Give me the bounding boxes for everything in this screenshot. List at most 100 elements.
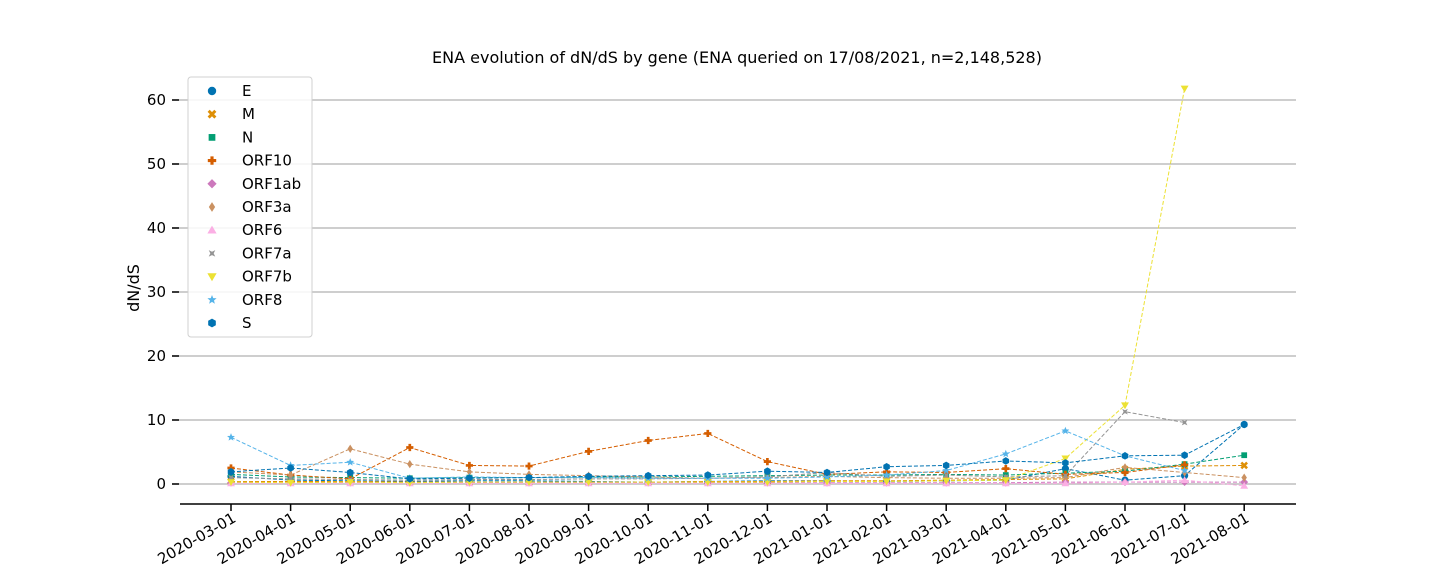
data-point-s: [764, 467, 771, 475]
series: [227, 85, 1249, 489]
axes: 01020304050602020-03-012020-04-012020-05…: [147, 91, 1296, 568]
data-point-orf7b: [405, 479, 414, 487]
data-point-s: [823, 468, 831, 477]
data-point-orf8: [763, 474, 772, 482]
data-point-orf8: [1180, 466, 1189, 474]
data-point-orf6: [1121, 478, 1129, 485]
data-point-s: [1240, 420, 1248, 429]
data-point-s: [1121, 452, 1129, 460]
data-point-orf6: [1240, 481, 1249, 489]
data-point-orf3a: [407, 460, 413, 469]
data-point-orf3a: [466, 467, 473, 476]
data-point-orf7a: [228, 474, 234, 481]
grid: [172, 99, 1296, 485]
data-point-s: [406, 475, 414, 483]
legend-label: M: [242, 105, 255, 123]
data-point-s: [525, 473, 533, 482]
y-tick-label: 20: [147, 347, 166, 365]
legend-item-orf3a: ORF3a: [208, 198, 292, 216]
data-point-m: [1240, 461, 1248, 470]
data-point-s: [585, 472, 592, 481]
data-point-s: [1062, 459, 1069, 467]
data-point-orf3a: [347, 444, 353, 453]
series-s: [227, 420, 1248, 483]
legend-label: ORF8: [242, 291, 282, 309]
legend-item-m: M: [207, 105, 255, 123]
data-point-orf8: [227, 433, 235, 441]
data-point-orf8: [1061, 426, 1070, 435]
series-line-m: [231, 464, 1245, 483]
legend-item-orf6: ORF6: [207, 221, 282, 239]
y-tick-label: 0: [156, 475, 166, 493]
series-line-s: [230, 424, 1245, 480]
data-point-orf7b: [227, 479, 235, 487]
data-point-orf7b: [882, 478, 891, 486]
legend-item-s: S: [208, 314, 252, 332]
series-orf3a: [228, 444, 1247, 483]
chart-title: ENA evolution of dN/dS by gene (ENA quer…: [432, 48, 1042, 67]
data-point-s: [1181, 451, 1188, 459]
data-point-orf7b: [1001, 477, 1010, 485]
legend-item-e: E: [207, 82, 251, 100]
data-point-orf8: [882, 470, 891, 479]
legend: EMN ORF10 ORF1ab ORF3a ORF6 ORF7a ORF7b ORF8 S: [187, 76, 313, 338]
series-line-orf10: [230, 432, 1185, 480]
data-point-orf3a: [1241, 473, 1247, 482]
data-point-orf6: [1180, 476, 1189, 484]
series-orf7b: [227, 85, 1189, 487]
y-tick-label: 60: [147, 91, 166, 109]
data-point-orf7b: [465, 479, 474, 487]
y-tick-label: 50: [147, 155, 166, 173]
legend-marker-m: [207, 109, 217, 119]
data-point-orf6: [1061, 479, 1070, 487]
y-tick-label: 10: [147, 411, 166, 429]
legend-label: E: [242, 82, 251, 100]
legend-label: N: [242, 128, 253, 146]
legend-label: ORF3a: [242, 198, 292, 216]
legend-item-orf8: ORF8: [207, 291, 282, 309]
legend-marker-orf3a: [208, 202, 216, 212]
legend-label: S: [242, 314, 252, 332]
y-tick-label: 40: [147, 219, 166, 237]
data-point-n: [1241, 452, 1248, 459]
series-line-orf3a: [230, 448, 1245, 479]
data-point-s: [346, 468, 354, 477]
data-point-orf8: [1001, 449, 1010, 458]
series-line-orf8: [230, 430, 1185, 479]
legend-label: ORF6: [242, 221, 282, 239]
y-tick-label: 30: [147, 283, 166, 301]
data-point-s: [942, 461, 950, 470]
data-point-orf7a: [1062, 472, 1069, 479]
data-point-orf7b: [346, 479, 355, 487]
data-point-s: [227, 468, 235, 476]
y-axis-label: dN/dS: [124, 264, 143, 312]
data-point-orf7b: [584, 479, 593, 487]
data-point-orf7a: [943, 472, 950, 478]
data-point-s: [644, 471, 652, 480]
legend-item-orf7a: ORF7a: [208, 244, 292, 262]
data-point-orf7b: [823, 478, 831, 486]
legend-item-orf7b: ORF7b: [207, 268, 292, 286]
data-point-orf8: [346, 458, 355, 466]
data-point-s: [466, 474, 473, 483]
data-point-orf10: [525, 462, 533, 470]
data-point-orf10: [763, 458, 771, 466]
data-point-s: [287, 464, 294, 472]
data-point-orf7a: [1181, 419, 1188, 426]
legend-marker-n: [208, 134, 216, 141]
data-point-orf7b: [1061, 455, 1070, 463]
series-line-orf7b: [230, 88, 1186, 484]
legend-item-n: N: [208, 128, 253, 146]
legend-marker-orf6: [207, 225, 217, 234]
legend-item-orf10: ORF10: [207, 152, 292, 170]
legend-item-orf1ab: ORF1ab: [207, 175, 301, 193]
data-point-s: [883, 462, 890, 471]
data-point-s: [704, 471, 712, 479]
legend-marker-s: [208, 318, 216, 328]
legend-label: ORF7a: [242, 244, 292, 262]
legend-marker-orf10: [207, 156, 217, 165]
data-point-orf7b: [1180, 85, 1189, 93]
legend-marker-e: [207, 86, 217, 96]
